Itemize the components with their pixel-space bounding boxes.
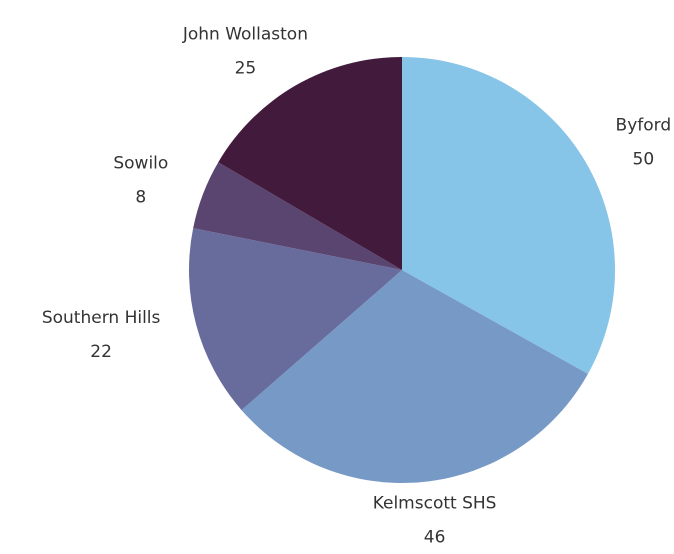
slice-value: 46 xyxy=(424,528,446,548)
pie-slice xyxy=(402,57,615,374)
slice-label: Sowilo xyxy=(113,153,168,173)
pie-slice xyxy=(193,162,402,270)
slice-label: Kelmscott SHS xyxy=(373,494,497,514)
slice-value: 8 xyxy=(135,187,146,207)
slice-value: 22 xyxy=(90,342,112,362)
slice-label: Southern Hills xyxy=(42,308,161,328)
slice-value: 25 xyxy=(235,58,257,78)
pie-slice xyxy=(241,270,588,484)
pie-slice xyxy=(218,57,402,270)
pie-slice xyxy=(188,228,402,411)
slice-label: John Wollaston xyxy=(182,24,308,44)
slice-label: Byford xyxy=(616,115,672,135)
slice-value: 50 xyxy=(633,149,655,169)
